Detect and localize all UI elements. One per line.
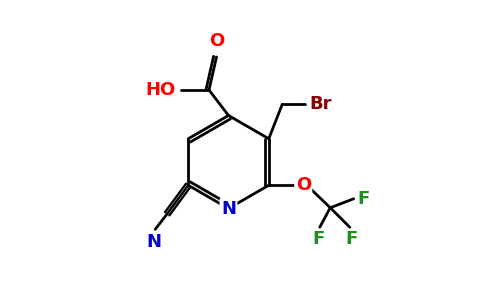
Text: F: F — [312, 230, 324, 248]
Text: HO: HO — [146, 81, 176, 99]
Text: O: O — [296, 176, 311, 194]
Text: N: N — [146, 233, 161, 251]
Text: Br: Br — [309, 95, 332, 113]
Text: F: F — [345, 230, 357, 248]
Text: N: N — [221, 200, 236, 217]
Text: O: O — [209, 32, 224, 50]
Text: F: F — [357, 190, 369, 208]
